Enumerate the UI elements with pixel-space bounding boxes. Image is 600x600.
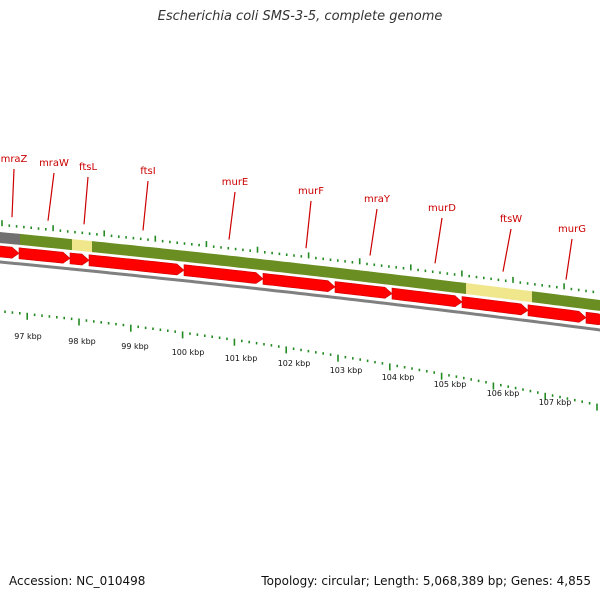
gene-arrow <box>585 311 600 326</box>
genome-summary: Topology: circular; Length: 5,068,389 bp… <box>261 574 591 588</box>
gene-arrow <box>527 304 587 323</box>
pale-feature <box>466 283 532 303</box>
gene-label-ftsW[interactable]: ftsW <box>500 214 522 225</box>
olive-feature <box>92 241 395 286</box>
scale-label: 101 kbp <box>225 354 258 363</box>
scale-label: 99 kbp <box>121 342 149 351</box>
gene-label-murF[interactable]: murF <box>298 186 324 197</box>
map-title: Escherichia coli SMS-3-5, complete genom… <box>157 9 443 24</box>
scale-label: 97 kbp <box>14 332 42 341</box>
olive-feature <box>395 274 466 294</box>
gene-leader-line <box>369 208 378 256</box>
upper-tick-row <box>1 220 595 294</box>
scale-label: 103 kbp <box>330 366 363 375</box>
gene-label-murD[interactable]: murD <box>428 203 456 214</box>
genome-backbone <box>0 260 600 332</box>
olive-feature <box>532 291 590 310</box>
backbone-line <box>0 260 600 332</box>
scale-label: 106 kbp <box>487 389 520 398</box>
scale-label-layer: 97 kbp 98 kbp 99 kbp 100 kbp 101 kbp 102 kbp 1… <box>14 332 571 407</box>
scale-label: 104 kbp <box>382 373 415 382</box>
gene-arrow-track <box>0 245 600 326</box>
scale-label: 107 kbp <box>539 398 572 407</box>
gene-arrow <box>88 254 185 276</box>
gene-label-mraZ[interactable]: mraZ <box>1 154 28 165</box>
gene-leader-line <box>305 200 312 249</box>
olive-feature <box>590 298 600 311</box>
gene-arrow <box>183 264 264 284</box>
gene-arrow <box>262 272 336 293</box>
gene-leader-line <box>83 176 89 225</box>
gene-label-mraY[interactable]: mraY <box>364 194 391 205</box>
pale-feature <box>72 239 92 253</box>
scale-label: 102 kbp <box>278 359 311 368</box>
gene-leader-line <box>565 238 573 280</box>
scale-label: 105 kbp <box>434 380 467 389</box>
scale-label: 98 kbp <box>68 337 96 346</box>
gene-leader-line <box>502 228 512 272</box>
gene-label-layer: mraZ mraW ftsL ftsI murE murF mraY murD ftsW murG <box>1 154 586 280</box>
feature-band <box>0 232 600 311</box>
gene-label-ftsI[interactable]: ftsI <box>140 166 155 177</box>
gene-leader-line <box>11 168 15 218</box>
gene-arrow <box>334 281 393 299</box>
scale-label: 100 kbp <box>172 348 205 357</box>
scale-tick-row <box>4 310 598 411</box>
gene-label-murE[interactable]: murE <box>222 177 249 188</box>
gene-label-murG[interactable]: murG <box>558 224 586 235</box>
gene-label-ftsL[interactable]: ftsL <box>79 162 97 173</box>
gene-arrow <box>18 247 71 264</box>
gene-leader-line <box>228 191 236 240</box>
gene-leader-line <box>434 217 443 264</box>
gene-arrow <box>391 287 463 308</box>
olive-feature <box>20 233 72 251</box>
gene-leader-line <box>47 172 55 221</box>
gene-arrow <box>0 245 20 259</box>
gene-arrow <box>69 252 90 266</box>
gray-feature <box>0 232 20 245</box>
accession-label: Accession: NC_010498 <box>9 574 146 588</box>
gene-leader-line <box>142 180 149 231</box>
gene-label-mraW[interactable]: mraW <box>39 158 69 169</box>
gene-arrow <box>461 296 529 316</box>
